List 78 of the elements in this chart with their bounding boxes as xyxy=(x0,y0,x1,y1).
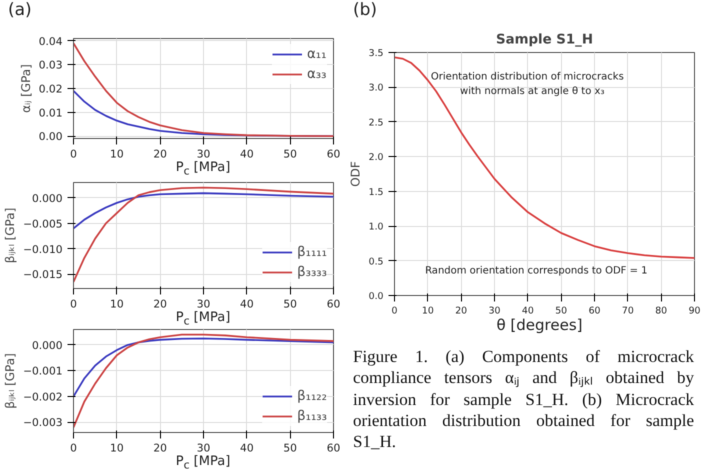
x-axis-title: P$_{c}$ [MPa] xyxy=(176,310,230,328)
line-series xyxy=(74,192,334,230)
y-tick-label: 0.00 xyxy=(38,130,63,144)
x-tick-label: 30 xyxy=(196,148,210,160)
x-tick-label: 10 xyxy=(110,298,124,310)
legend-label: β₁₁₃₃ xyxy=(297,408,327,424)
x-tick-label: 60 xyxy=(326,298,340,310)
line-series xyxy=(74,186,334,283)
x-tick-label: 80 xyxy=(655,306,668,316)
x-tick-label: 40 xyxy=(240,442,254,454)
x-tick-label: 50 xyxy=(283,148,298,160)
y-tick-label: 0.04 xyxy=(38,34,63,48)
x-tick-label: 70 xyxy=(622,306,634,316)
y-tick-label: 2.0 xyxy=(368,152,384,164)
legend-label: β₃₃₃₃ xyxy=(297,264,327,280)
x-tick-label: 0 xyxy=(392,306,398,316)
x-tick-label: 50 xyxy=(283,298,298,310)
text: (b) xyxy=(353,0,378,22)
x-tick-label: 90 xyxy=(688,306,700,316)
y-tick-label: −0.001 xyxy=(23,364,62,378)
line-series xyxy=(74,42,334,138)
y-tick-label: 3.5 xyxy=(368,48,384,59)
legend-label: β₁₁₁₁ xyxy=(297,244,327,260)
y-axis-title: βᵢⱼₖₗ [GPa] xyxy=(3,353,18,409)
x-tick-label: 0 xyxy=(70,298,78,310)
legend-label: α₁₁ xyxy=(307,46,327,62)
legend-label: β₁₁₂₂ xyxy=(297,388,327,404)
x-tick-label: 10 xyxy=(422,306,434,316)
y-tick-label: 0.02 xyxy=(38,82,63,96)
annotation: Random orientation corresponds to ODF = 1 xyxy=(425,266,648,277)
y-tick-label: 0.5 xyxy=(368,256,384,268)
x-tick-label: 0 xyxy=(70,442,78,454)
annotation: with normals at angle θ to x₃ xyxy=(460,86,604,97)
y-tick-label: 1.5 xyxy=(368,186,384,198)
line-series xyxy=(394,56,694,259)
x-tick-label: 20 xyxy=(455,306,468,316)
y-tick-label: 3.0 xyxy=(368,82,384,94)
y-tick-label: 2.5 xyxy=(368,117,384,128)
y-tick-label: 0.000 xyxy=(32,338,63,352)
x-tick-label: 40 xyxy=(522,306,534,316)
y-tick-label: 0.000 xyxy=(32,192,63,205)
caption: Figure 1. (a) Components of microcrack compliance tensors αᵢⱼ and βᵢⱼₖₗ obtained by inversion for sample S1_H. (b) Microcrack orientation distribution obtained for sample S1_H. xyxy=(353,346,694,452)
x-tick-label: 20 xyxy=(153,442,168,454)
chart-title: Sample S1_H xyxy=(496,32,593,48)
x-axis-title: P$_{c}$ [MPa] xyxy=(176,454,230,472)
x-axis-title: θ [degrees] xyxy=(496,316,583,335)
y-tick-label: −0.003 xyxy=(23,416,62,430)
y-tick-label: 0.0 xyxy=(368,291,384,302)
y-tick-label: −0.002 xyxy=(23,390,62,404)
x-tick-label: 30 xyxy=(196,298,210,310)
x-tick-label: 40 xyxy=(240,148,254,160)
x-tick-label: 10 xyxy=(110,442,124,454)
x-axis-title: P$_{c}$ [MPa] xyxy=(176,160,230,178)
x-tick-label: 30 xyxy=(488,306,500,316)
x-tick-label: 60 xyxy=(588,306,600,316)
y-tick-label: 0.03 xyxy=(38,58,63,72)
y-axis-title: βᵢⱼₖₗ [GPa] xyxy=(3,208,18,264)
line-series xyxy=(74,334,334,428)
y-axis-title: αᵢⱼ [GPa] xyxy=(18,64,33,113)
x-tick-label: 20 xyxy=(153,148,168,160)
legend-label: α₃₃ xyxy=(307,66,327,82)
y-tick-label: 0.01 xyxy=(38,106,63,120)
x-tick-label: 50 xyxy=(283,442,298,454)
y-tick-label: −0.005 xyxy=(23,217,62,230)
x-tick-label: 10 xyxy=(110,148,124,160)
y-tick-label: −0.010 xyxy=(23,242,63,256)
x-tick-label: 40 xyxy=(240,298,254,310)
x-tick-label: 20 xyxy=(153,298,168,310)
text: (a) xyxy=(8,0,32,22)
y-tick-label: −0.015 xyxy=(23,268,62,282)
x-tick-label: 50 xyxy=(555,306,568,316)
x-tick-label: 60 xyxy=(326,148,340,160)
y-tick-label: 1.0 xyxy=(368,222,384,233)
x-tick-label: 30 xyxy=(196,442,210,454)
x-tick-label: 60 xyxy=(326,442,340,454)
y-axis-title: ODF xyxy=(348,161,363,187)
x-tick-label: 0 xyxy=(70,148,78,160)
annotation: Orientation distribution of microcracks xyxy=(430,71,624,82)
